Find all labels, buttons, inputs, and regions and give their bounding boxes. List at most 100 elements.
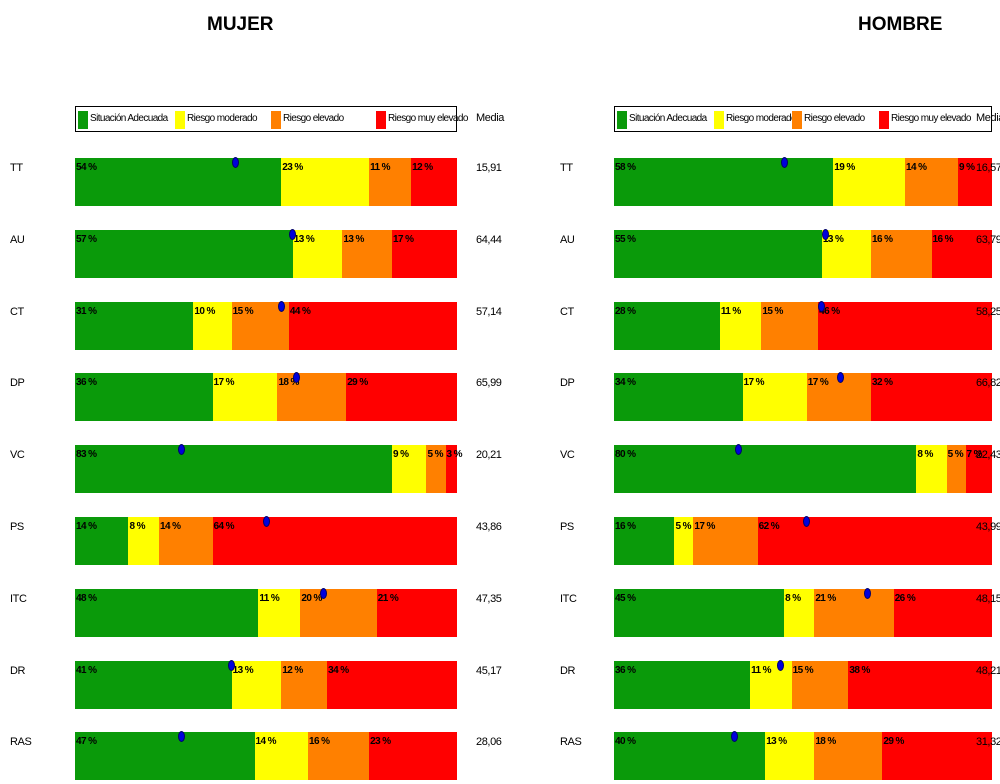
segment-label: 58 % (615, 162, 636, 173)
bar-segment (719, 301, 762, 350)
segment-label: 38 % (849, 664, 870, 676)
bar-segment (75, 732, 255, 781)
legend-label: Riesgo elevado (804, 113, 865, 124)
bar-segment (742, 373, 807, 422)
segment-label: 8 % (785, 592, 801, 604)
segment-label: 40 % (615, 736, 636, 748)
segment-label: 47 % (76, 736, 97, 748)
row-label: TT (560, 162, 573, 174)
segment-label: 11 % (720, 305, 741, 317)
segment-label: 9 % (393, 449, 409, 461)
segment-label: 12 % (282, 664, 303, 676)
row-label: CT (10, 305, 24, 318)
segment-label: 14 % (255, 736, 277, 748)
bar-segment (75, 660, 232, 709)
segment-label: 23 % (370, 736, 391, 748)
segment-label: 15 % (762, 305, 783, 317)
chart-title-mujer: MUJER (207, 14, 274, 35)
media-value: 48,21 (976, 664, 1000, 677)
bar-segment (765, 732, 815, 781)
bar-segment (693, 517, 758, 565)
bar-segment (281, 158, 370, 206)
media-marker (178, 444, 186, 456)
media-header: Media (976, 112, 1000, 124)
segment-label: 10 % (194, 305, 215, 317)
media-value: 31,32 (976, 736, 1000, 749)
bar-segment (308, 732, 370, 781)
segment-label: 5 % (427, 449, 443, 461)
bar-segment (277, 373, 347, 422)
segment-label: 31 % (76, 305, 97, 317)
media-value: 58,25 (976, 305, 1000, 318)
legend-swatch (78, 111, 88, 129)
legend: Situación Adecuada Riesgo moderado Riesgo … (614, 106, 992, 132)
segment-label: 18 % (278, 377, 299, 389)
bar-segment (376, 588, 457, 637)
bar-segment (946, 445, 966, 494)
media-marker (837, 372, 845, 384)
bar-segment (75, 517, 129, 565)
segment-label: 12 % (412, 162, 433, 173)
media-marker (776, 659, 784, 671)
media-value: 64,44 (476, 233, 502, 246)
bar-segment (231, 660, 282, 709)
bar-segment (848, 660, 992, 709)
bar-segment (916, 445, 947, 494)
legend: Situación Adecuada Riesgo moderado Riesgo … (75, 106, 468, 132)
segment-label: 8 % (129, 521, 145, 532)
row-label: ITC (10, 592, 27, 605)
row-label: VC (560, 449, 575, 462)
bar-segment (254, 732, 308, 781)
segment-label: 5 % (947, 449, 964, 461)
bar-segment (212, 517, 457, 565)
segment-label: 36 % (76, 377, 97, 389)
segment-label: 13 % (293, 233, 315, 245)
media-marker (289, 228, 297, 240)
bar-segment (614, 732, 766, 781)
media-value: 63,79 (976, 233, 1000, 246)
segment-label: 14 % (76, 521, 97, 532)
media-value: 28,06 (476, 736, 502, 749)
segment-label: 15 % (792, 664, 814, 676)
segment-label: 34 % (328, 664, 349, 676)
row-label: PS (560, 521, 574, 533)
bar-segment (300, 588, 377, 637)
bar-segment (965, 445, 992, 494)
segment-label: 19 % (834, 162, 855, 173)
bar-segment (212, 373, 278, 422)
row-label: RAS (560, 736, 582, 749)
bar-segment (369, 158, 412, 206)
segment-label: 29 % (883, 736, 904, 748)
legend-label: Riesgo muy elevado (388, 113, 468, 124)
segment-label: 14 % (160, 521, 181, 532)
bar-segment (674, 517, 694, 565)
row-label: DP (10, 377, 25, 390)
legend-swatch (617, 111, 627, 129)
legend-label: Riesgo elevado (283, 113, 344, 124)
media-marker (735, 444, 743, 456)
row-label: TT (10, 162, 23, 174)
segment-label: 9 % (958, 162, 975, 173)
bar-segment (957, 158, 992, 206)
bar-segment (392, 229, 457, 278)
legend-label: Riesgo moderado (187, 113, 258, 124)
segment-label: 16 % (932, 233, 954, 245)
segment-label: 13 % (343, 233, 364, 245)
bar-segment (893, 588, 992, 637)
segment-label: 32 % (872, 377, 893, 389)
legend-swatch (175, 111, 185, 129)
bar-segment (833, 158, 906, 206)
media-value: 16,57 (976, 162, 1000, 174)
bar-segment (814, 732, 883, 781)
segment-label: 46 % (819, 305, 840, 317)
media-value: 43,86 (476, 521, 502, 533)
bar-segment (75, 158, 282, 206)
bar-segment (757, 517, 992, 565)
bar-segment (193, 301, 232, 350)
media-marker (803, 516, 811, 527)
bar-segment (75, 588, 259, 637)
bar-segment (426, 445, 446, 494)
legend-swatch (271, 111, 281, 129)
segment-label: 13 % (766, 736, 787, 748)
legend-label: Situación Adecuada (90, 113, 168, 124)
